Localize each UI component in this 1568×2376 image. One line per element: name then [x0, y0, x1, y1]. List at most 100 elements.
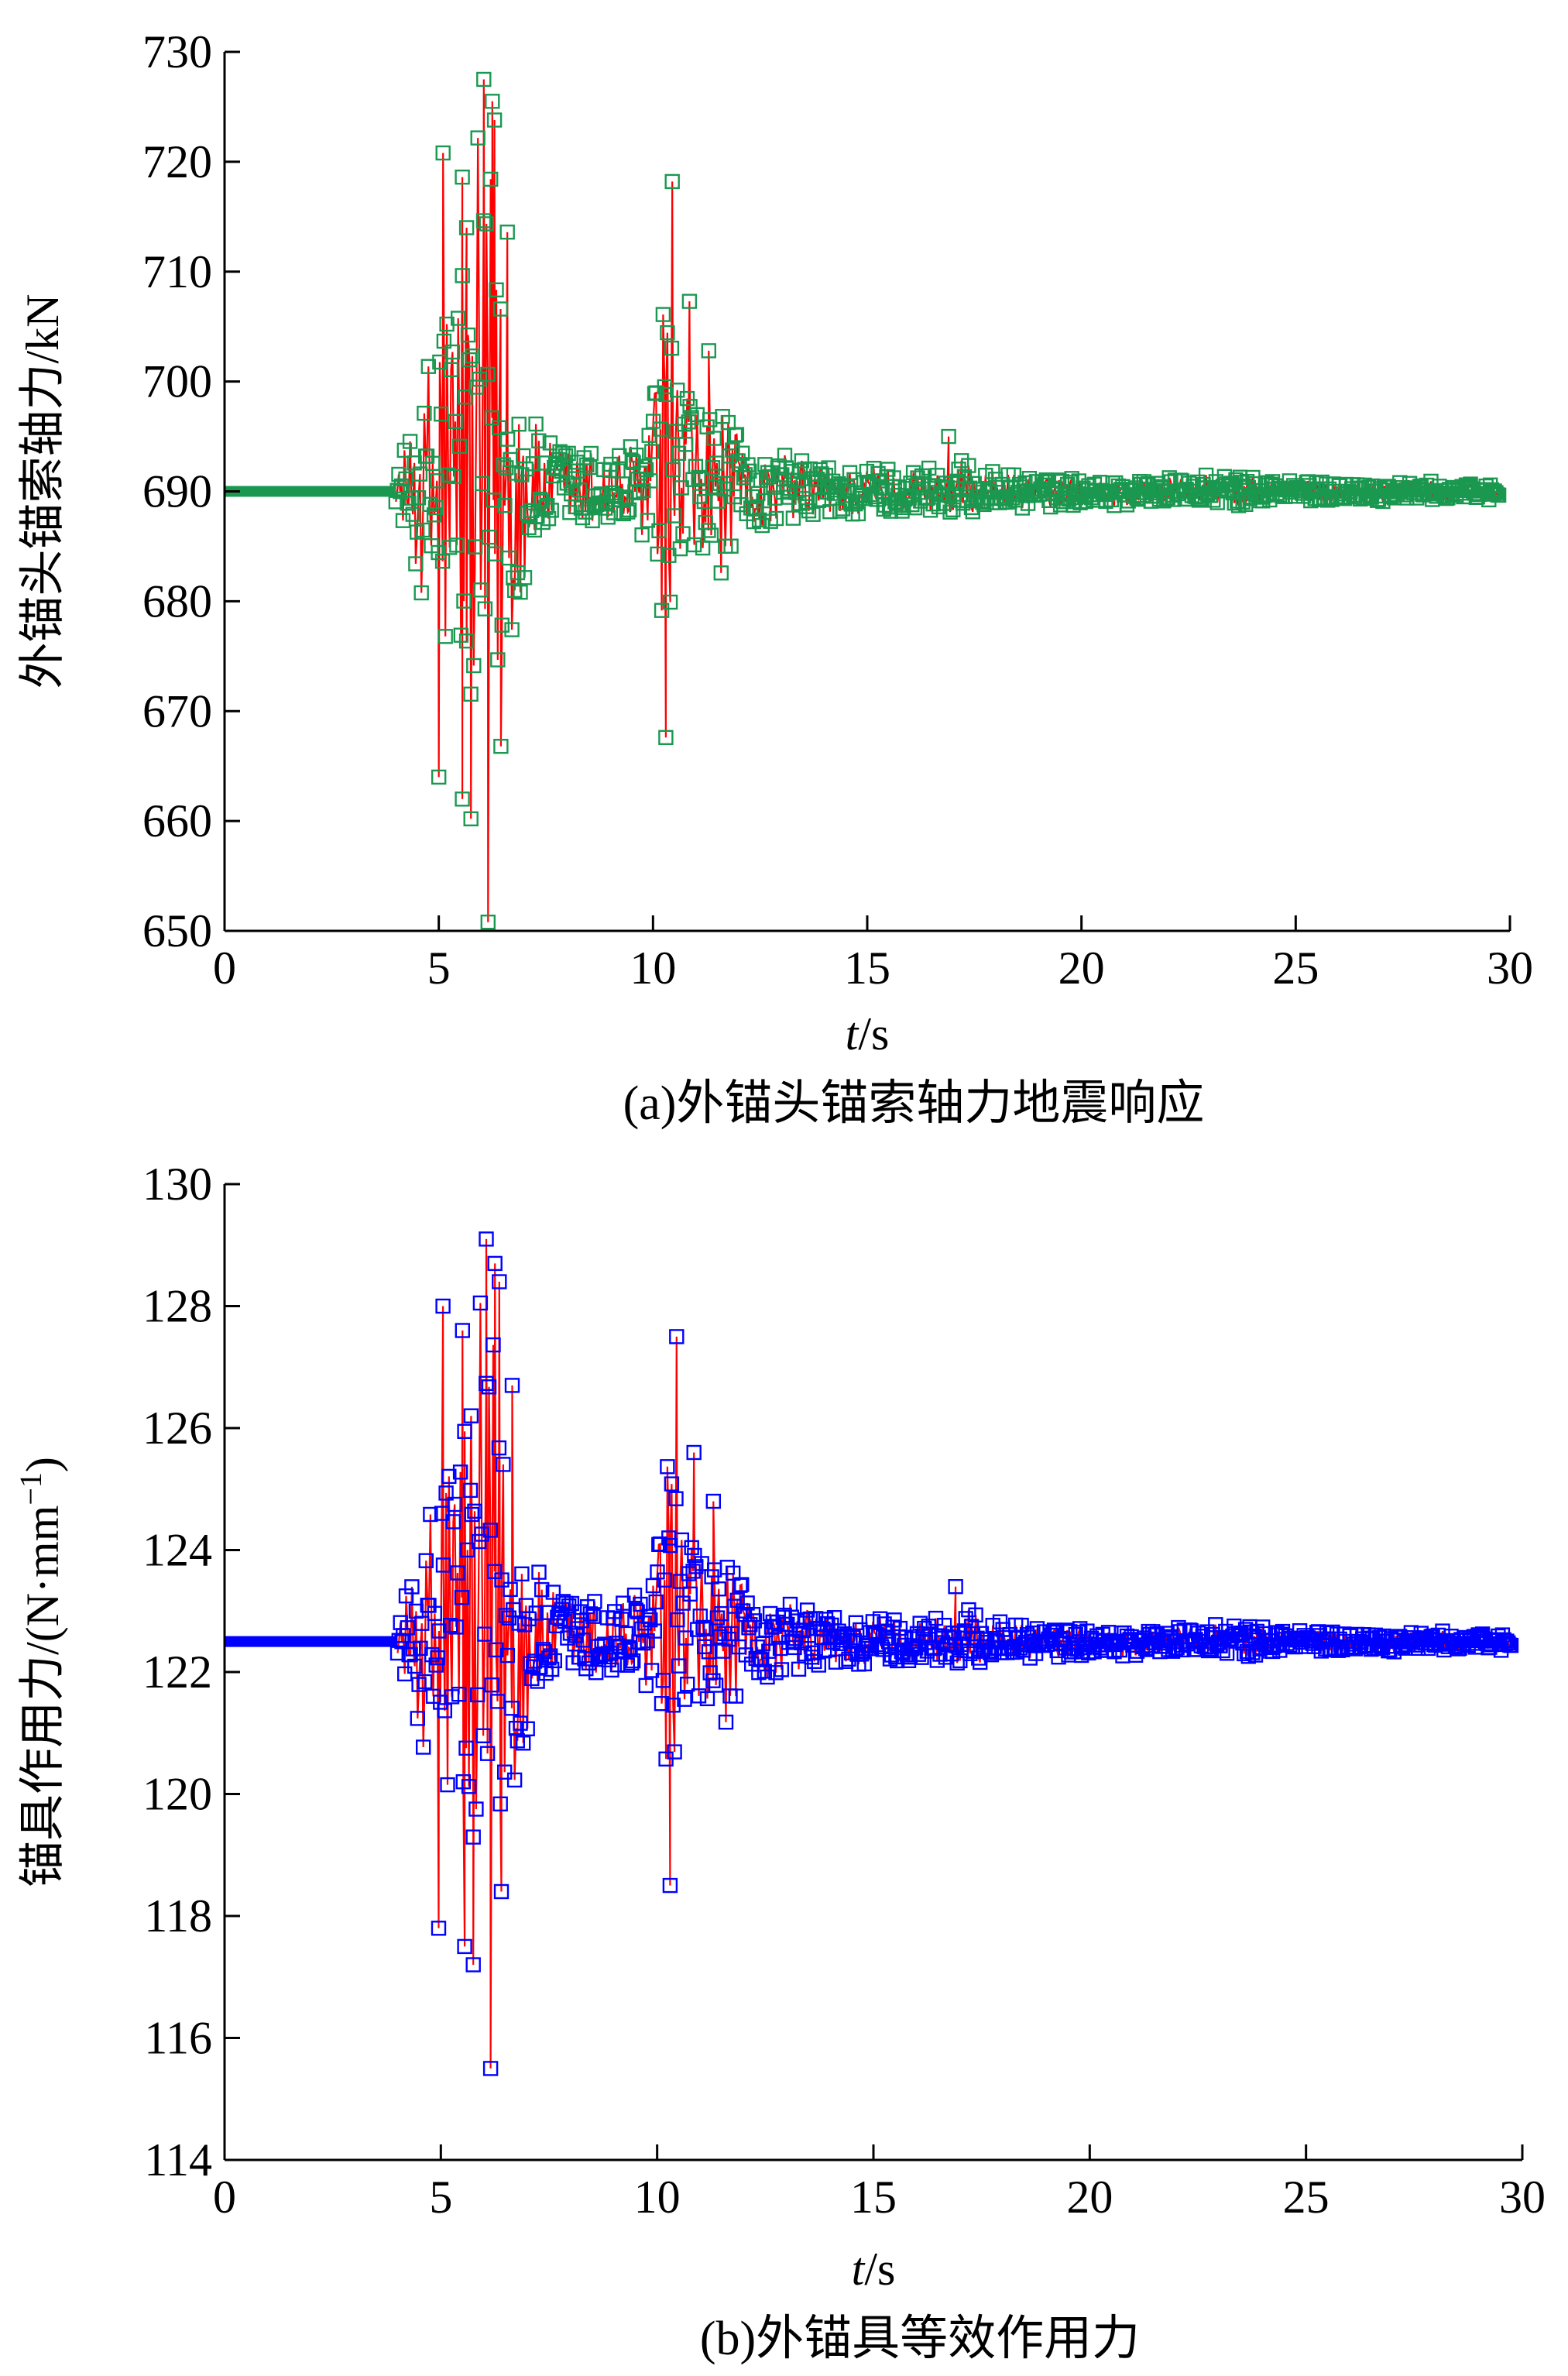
- panel-b-data-point: [489, 1694, 506, 1709]
- panel-a-data-point: [467, 539, 483, 555]
- panel-b-data-point: [504, 1378, 520, 1393]
- panel-a-data-point: [449, 537, 465, 553]
- panel-b-y-axis-title: 锚具作用力/(N·mm−1): [13, 1457, 69, 1887]
- panel-a-x-tick-label: 20: [1058, 943, 1105, 994]
- panel-b-data-point: [643, 1612, 658, 1628]
- panel-a-data-point: [751, 512, 767, 528]
- panel-b-data-point: [686, 1444, 702, 1461]
- panel-a-data-point: [1054, 474, 1070, 489]
- panel-b-data-point: [799, 1602, 815, 1618]
- panel-a-data-point: [513, 585, 528, 600]
- panel-b-data-point: [445, 1514, 461, 1530]
- panel-a-data-point: [667, 508, 682, 524]
- panel-a-x-tick-label: 10: [630, 943, 676, 994]
- panel-a-y-tick-label: 700: [142, 356, 212, 407]
- panel-a-data-point: [472, 371, 487, 387]
- panel-b-x-tick-label: 0: [213, 2172, 236, 2223]
- panel-a-data-point: [542, 435, 558, 451]
- panel-b-data-point: [647, 1623, 662, 1639]
- panel-a-data-point: [451, 311, 466, 326]
- panel-b-data-point: [516, 1736, 531, 1751]
- panel-a-data-point: [483, 171, 499, 187]
- panel-b-data-point: [461, 1779, 477, 1794]
- panel-b-data-point: [493, 1883, 510, 1900]
- panel-b-data-point: [499, 1647, 516, 1664]
- panel-a-data-point: [412, 466, 428, 482]
- panel-b-data-point: [492, 1274, 507, 1289]
- panel-a-data-point: [415, 522, 431, 538]
- panel-a-y-ticks: 650 660 670 680 690 700 710 720 730: [142, 26, 240, 956]
- panel-b-data-point: [481, 1379, 497, 1395]
- panel-a-response-markers: [388, 71, 1507, 930]
- panel-b-data-point: [491, 1440, 507, 1456]
- panel-a-data-point: [497, 498, 513, 513]
- panel-a-data-point: [463, 811, 479, 827]
- panel-b-data-point: [534, 1581, 550, 1598]
- panel-a-data-point: [778, 460, 794, 476]
- panel-a-x-tick-label: 15: [844, 943, 890, 994]
- panel-a-data-point: [651, 523, 667, 538]
- panel-a-data-point: [958, 476, 973, 492]
- panel-a-data-point: [900, 481, 916, 496]
- panel-b-x-tick-label: 20: [1066, 2172, 1113, 2223]
- panel-a-data-point: [507, 582, 523, 598]
- panel-b-data-point: [1503, 1637, 1519, 1653]
- panel-b-x-tick-label: 5: [429, 2172, 452, 2223]
- panel-b-data-point: [474, 1526, 489, 1542]
- panel-a-y-axis-title: 外锚头锚索轴力/kN: [17, 294, 68, 689]
- panel-a-data-point: [458, 220, 475, 235]
- panel-a-data-point: [566, 471, 582, 486]
- panel-a-data-point: [579, 457, 595, 472]
- panel-b-data-point: [397, 1666, 413, 1682]
- panel-b-data-point: [635, 1635, 651, 1651]
- panel-a-data-point: [692, 489, 708, 504]
- panel-a-data-point: [458, 390, 473, 405]
- panel-b-data-point: [711, 1581, 726, 1597]
- panel-b-data-point: [585, 1609, 601, 1624]
- panel-b-data-point: [416, 1739, 431, 1755]
- panel-a-data-point: [417, 405, 432, 421]
- panel-b-data-point: [438, 1485, 454, 1501]
- panel-a-x-tick-label: 30: [1487, 943, 1533, 994]
- panel-b-data-point: [423, 1506, 438, 1523]
- panel-b-data-point: [482, 2061, 499, 2076]
- panel-a-data-point: [711, 493, 726, 509]
- panel-b-data-point: [678, 1630, 694, 1646]
- panel-a-data-point: [436, 333, 452, 349]
- panel-b-data-point: [564, 1595, 580, 1612]
- panel-a-data-point: [516, 570, 533, 585]
- panel-b-data-point: [816, 1643, 832, 1659]
- panel-b-data-point: [482, 1523, 498, 1538]
- panel-b-data-point: [728, 1688, 744, 1704]
- panel-b-data-point: [479, 1231, 494, 1247]
- panel-a-data-point: [637, 458, 653, 474]
- panel-a-data-point: [880, 462, 896, 477]
- panel-b-data-point: [670, 1612, 685, 1628]
- panel-b-data-point: [948, 1578, 963, 1595]
- panel-b-data-point: [494, 1572, 510, 1588]
- panel-b-data-point: [705, 1673, 721, 1688]
- panel-a-data-point: [616, 506, 631, 522]
- panel-a-data-point: [494, 617, 510, 633]
- panel-b-x-tick-label: 15: [850, 2172, 897, 2223]
- panel-b-data-point: [654, 1695, 670, 1712]
- panel-a-data-point: [455, 268, 470, 283]
- panel-a-data-point: [480, 914, 496, 930]
- panel-b-data-point: [811, 1657, 827, 1673]
- panel-a-data-point: [696, 493, 712, 510]
- panel-b-data-point: [451, 1686, 467, 1702]
- panel-a-data-point: [664, 340, 680, 356]
- panel-a-data-point: [756, 493, 771, 509]
- panel-b-data-point: [853, 1622, 868, 1638]
- panel-b-data-point: [407, 1658, 423, 1674]
- panel-a-data-point: [706, 431, 722, 446]
- panel-b-data-point: [721, 1631, 736, 1647]
- panel-a-data-point: [941, 428, 956, 445]
- panel-a-data-point: [763, 513, 778, 529]
- panel-a-data-point: [499, 431, 516, 447]
- panel-a-caption: (a)外锚头锚索轴力地震响应: [623, 1077, 1205, 1130]
- panel-b-data-point: [701, 1644, 717, 1660]
- panel-a-data-point: [499, 225, 515, 240]
- panel-b-data-point: [648, 1594, 664, 1610]
